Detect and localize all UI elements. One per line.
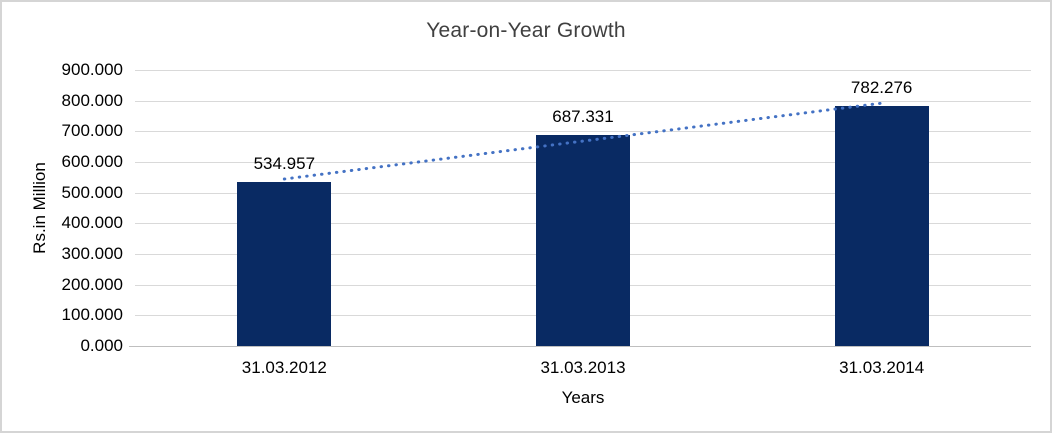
y-tick-label: 0.000	[80, 336, 123, 355]
y-tick-label: 800.000	[61, 90, 123, 110]
y-axis-title: Rs.in Million	[30, 162, 49, 254]
y-tick-label: 100.000	[61, 305, 123, 325]
bar-31.03.2012	[237, 181, 332, 346]
y-tick-label: 400.000	[61, 213, 123, 233]
y-gridline	[135, 100, 1031, 102]
x-tick-label: 31.03.2012	[241, 358, 327, 377]
y-tick-label: 700.000	[61, 121, 123, 141]
x-tick-label: 31.03.2013	[540, 358, 626, 377]
bar-31.03.2013	[536, 135, 630, 346]
plot-area: 534.957 687.331 782.276	[129, 70, 1031, 347]
x-axis-line	[129, 346, 1031, 347]
y-tick-label: 300.000	[61, 244, 123, 263]
y-tick-label: 900.000	[61, 60, 123, 79]
x-tick-label: 31.03.2014	[839, 358, 925, 377]
x-axis-title: Years	[561, 388, 605, 407]
bar-data-label: 534.957	[253, 153, 316, 173]
y-gridline	[135, 70, 1031, 71]
y-tick-label: 200.000	[61, 274, 123, 294]
y-tick-label: 500.000	[61, 182, 123, 202]
bar-data-label: 782.276	[850, 78, 913, 98]
chart-title: Year-on-Year Growth	[426, 19, 626, 42]
y-tick-label: 600.000	[61, 152, 123, 171]
bar-data-label: 687.331	[552, 107, 614, 127]
bar-31.03.2014	[834, 106, 929, 346]
